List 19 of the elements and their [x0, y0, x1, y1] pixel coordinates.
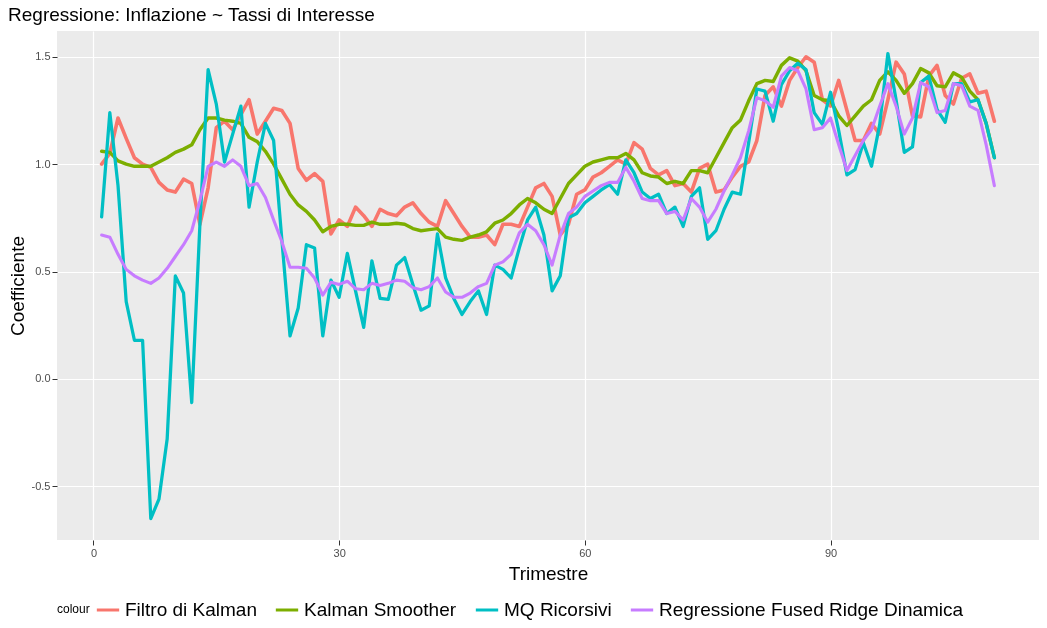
- y-tick-label: 0.5: [35, 265, 51, 278]
- y-tick-label: 1.0: [35, 157, 51, 170]
- legend-label: MQ Ricorsivi: [504, 599, 612, 620]
- y-tick-label: 0.0: [35, 372, 51, 385]
- x-tick-label: 60: [579, 546, 592, 559]
- y-tick-label: 1.5: [35, 50, 51, 63]
- x-tick-label: 30: [333, 546, 346, 559]
- x-tick-label: 0: [90, 546, 98, 559]
- line-series: [100, 65, 996, 299]
- y-tick-label: -0.5: [31, 479, 51, 492]
- legend-title: colour: [57, 602, 90, 616]
- legend-label: Regressione Fused Ridge Dinamica: [659, 599, 964, 620]
- y-axis-title: Coefficiente: [6, 236, 28, 336]
- x-axis-title: Trimestre: [508, 562, 589, 584]
- x-tick-label: 90: [824, 546, 838, 559]
- chart-title: Regressione: Inflazione ~ Tassi di Interesse: [8, 4, 375, 25]
- legend-label: Kalman Smoother: [304, 599, 457, 620]
- line-series: [100, 51, 996, 521]
- legend-label: Filtro di Kalman: [125, 599, 257, 620]
